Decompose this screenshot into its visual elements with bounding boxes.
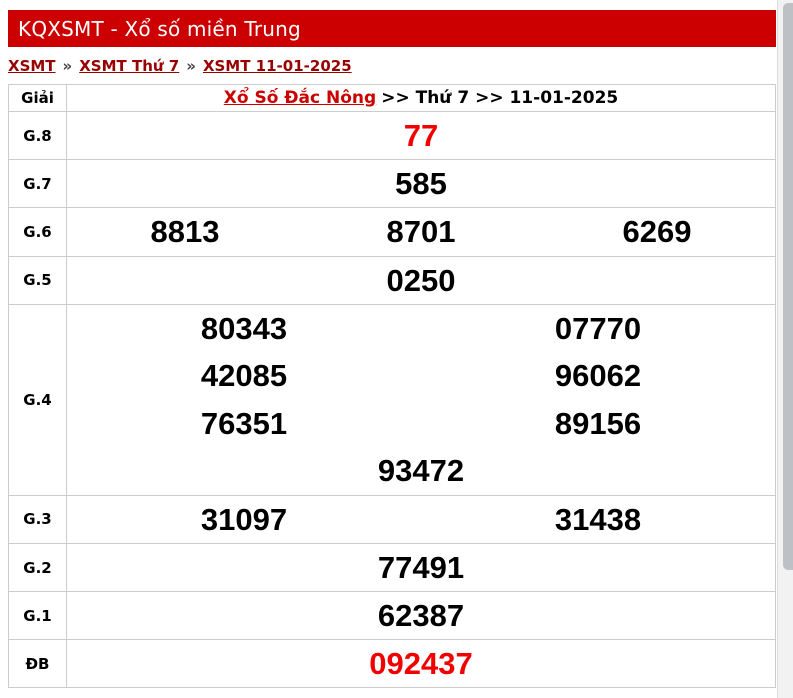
prize-row-g4: G.4 80343 07770 42085 96062 76351 89156 … — [8, 303, 776, 496]
prize-row-g6: G.6 8813 8701 6269 — [8, 207, 776, 257]
prize-number: 8813 — [150, 214, 220, 250]
prize-number: 80343 — [200, 310, 288, 346]
prize-row-g2: G.2 77491 — [8, 543, 776, 592]
prize-label: G.4 — [8, 303, 67, 496]
prize-label: G.5 — [8, 255, 67, 305]
prize-label: G.3 — [8, 494, 67, 544]
prize-number: 585 — [395, 166, 447, 201]
title-bar: KQXSMT - Xổ số miền Trung — [8, 10, 776, 47]
prize-number: 31438 — [554, 501, 642, 537]
prize-number: 76351 — [200, 405, 288, 441]
scrollbar-thumb[interactable] — [783, 3, 793, 570]
prize-label: G.6 — [8, 207, 67, 257]
breadcrumb-separator: » — [186, 56, 196, 75]
breadcrumb: XSMT » XSMT Thứ 7 » XSMT 11-01-2025 — [8, 47, 776, 84]
prize-number: 31097 — [200, 501, 288, 537]
table-title-cell: Xổ Số Đắc Nông >> Thứ 7 >> 11-01-2025 — [66, 84, 776, 112]
breadcrumb-link-xsmt-thu7[interactable]: XSMT Thứ 7 — [79, 56, 180, 75]
prize-label: ĐB — [8, 639, 67, 688]
prize-label: G.8 — [8, 111, 67, 160]
prize-row-db: ĐB 092437 — [8, 639, 776, 688]
prize-row-g7: G.7 585 — [8, 159, 776, 208]
breadcrumb-link-xsmt[interactable]: XSMT — [8, 56, 56, 75]
prize-number: 96062 — [554, 358, 642, 394]
draw-info: >> Thứ 7 >> 11-01-2025 — [381, 88, 619, 108]
prize-row-g1: G.1 62387 — [8, 591, 776, 640]
prize-number: 8701 — [386, 214, 456, 250]
prize-number: 77491 — [377, 550, 465, 585]
prize-row-g8: G.8 77 — [8, 111, 776, 160]
prize-number: 93472 — [377, 453, 465, 489]
breadcrumb-separator: » — [62, 56, 73, 75]
table-header-row: Giải Xổ Số Đắc Nông >> Thứ 7 >> 11-01-202… — [8, 84, 776, 112]
prize-number: 6269 — [622, 214, 692, 250]
prize-number: 42085 — [200, 358, 288, 394]
prize-row-g3: G.3 31097 31438 — [8, 494, 776, 544]
prize-number: 092437 — [369, 646, 473, 681]
page-title: KQXSMT - Xổ số miền Trung — [18, 16, 301, 41]
prize-label: G.1 — [8, 591, 67, 640]
breadcrumb-link-xsmt-date[interactable]: XSMT 11-01-2025 — [202, 56, 352, 75]
prize-label: G.2 — [8, 543, 67, 592]
prize-number: 62387 — [377, 598, 465, 633]
station-link[interactable]: Xổ Số Đắc Nông — [223, 88, 377, 108]
prize-number: 0250 — [386, 262, 456, 298]
prize-column-header: Giải — [8, 84, 67, 112]
prize-number: 89156 — [554, 405, 642, 441]
prize-label: G.7 — [8, 159, 67, 208]
prize-number: 07770 — [554, 310, 642, 346]
results-table: Giải Xổ Số Đắc Nông >> Thứ 7 >> 11-01-202… — [8, 84, 776, 688]
vertical-scrollbar[interactable] — [777, 0, 793, 698]
prize-number: 77 — [403, 118, 439, 153]
prize-row-g5: G.5 0250 — [8, 255, 776, 305]
